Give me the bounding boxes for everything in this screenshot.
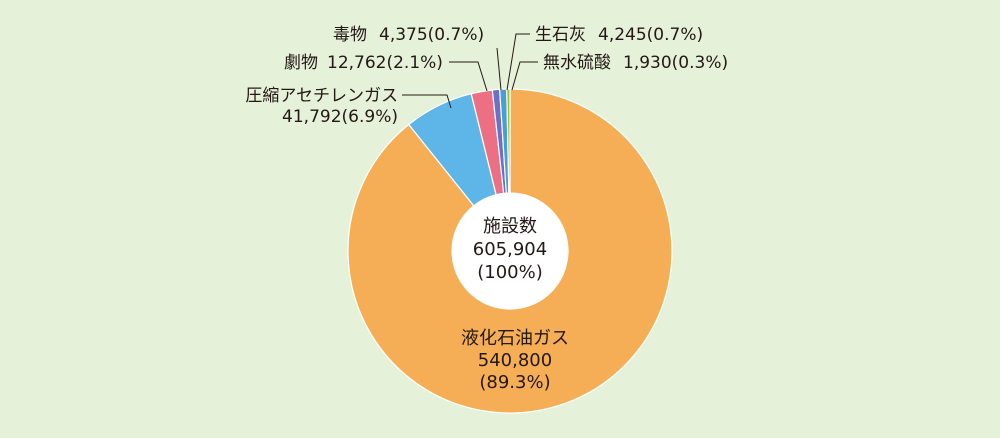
label-gekibutsu-percent: (2.1%) bbox=[386, 53, 442, 73]
leader-dokubutsu bbox=[496, 47, 502, 91]
label-dokubutsu: 毒物 4,375(0.7%) bbox=[333, 25, 484, 45]
label-gekibutsu-name: 劇物 bbox=[284, 53, 318, 73]
label-seisekkai-percent: (0.7%) bbox=[647, 25, 703, 45]
center-label-title: 施設数 bbox=[483, 216, 537, 237]
label-acetylene-count: 41,792 bbox=[282, 107, 341, 127]
center-label-percent: (100%) bbox=[477, 262, 543, 283]
leader-gekibutsu bbox=[449, 61, 488, 92]
label-dokubutsu-count: 4,375 bbox=[379, 25, 428, 45]
label-musui-count: 1,930 bbox=[623, 53, 672, 73]
label-seisekkai-name: 生石灰 bbox=[535, 25, 586, 45]
leader-seisekkai bbox=[506, 33, 530, 91]
leader-musui bbox=[511, 61, 538, 91]
label-lpg-percent: (89.3%) bbox=[479, 372, 550, 393]
label-seisekkai: 生石灰 4,245(0.7%) bbox=[535, 25, 703, 45]
slices-group bbox=[347, 88, 673, 414]
label-gekibutsu-count: 12,762 bbox=[327, 53, 386, 73]
center-label-total: 605,904 bbox=[473, 239, 547, 260]
leader-acetylene bbox=[402, 94, 452, 109]
label-dokubutsu-name: 毒物 bbox=[333, 25, 367, 45]
label-musui-percent: (0.3%) bbox=[672, 53, 728, 73]
label-acetylene-value: 41,792(6.9%) bbox=[282, 107, 398, 127]
label-dokubutsu-percent: (0.7%) bbox=[428, 25, 484, 45]
label-lpg-count: 540,800 bbox=[478, 350, 552, 371]
label-acetylene-name: 圧縮アセチレンガス bbox=[245, 86, 398, 106]
label-seisekkai-count: 4,245 bbox=[598, 25, 647, 45]
label-acetylene-percent: (6.9%) bbox=[342, 107, 398, 127]
label-musui-name: 無水硫酸 bbox=[543, 53, 611, 73]
label-musui: 無水硫酸 1,930(0.3%) bbox=[543, 53, 728, 73]
donut-hole bbox=[452, 193, 568, 309]
label-lpg-name: 液化石油ガス bbox=[461, 328, 569, 349]
label-gekibutsu: 劇物 12,762(2.1%) bbox=[284, 53, 443, 73]
